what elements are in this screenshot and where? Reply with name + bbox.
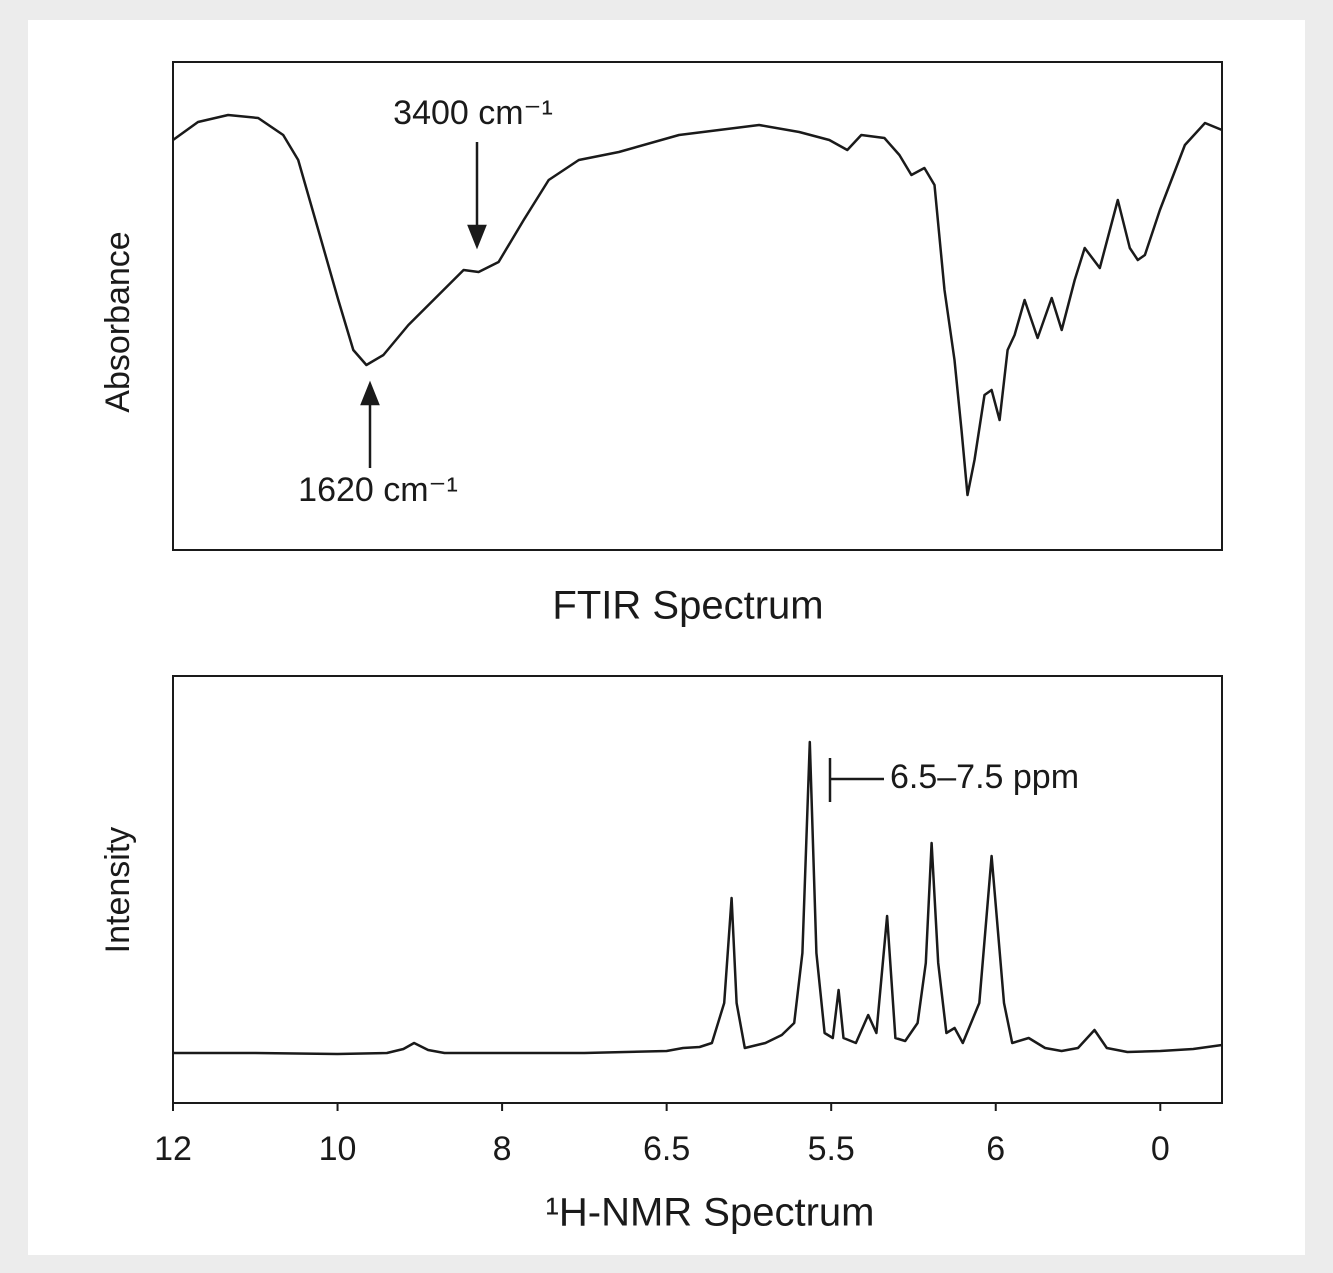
nmr-frame xyxy=(172,675,1223,1104)
annotation: 1620 cm⁻¹ xyxy=(298,471,458,509)
y-axis-label: Absorbance xyxy=(99,231,137,412)
annotation-arrows xyxy=(360,142,884,802)
y-axis-label: Intensity xyxy=(99,827,137,954)
panel-background xyxy=(28,20,1305,1255)
x-tick-label: 12 xyxy=(154,1130,192,1168)
arrow-head xyxy=(360,380,380,406)
spectrum-line xyxy=(172,113,1223,497)
chart-title: FTIR Spectrum xyxy=(552,584,823,628)
annotation: 6.5–7.5 ppm xyxy=(890,758,1079,796)
annotation: 3400 cm⁻¹ xyxy=(393,94,553,132)
x-tick-label: 10 xyxy=(319,1130,357,1168)
arrow-head xyxy=(467,224,487,250)
x-tick-label: 6 xyxy=(986,1130,1005,1168)
x-tick-label: 6.5 xyxy=(643,1130,690,1168)
spectrum-line xyxy=(173,740,1223,1056)
ftir-frame xyxy=(172,61,1223,551)
x-tick-label: 8 xyxy=(493,1130,512,1168)
chart-title: ¹H-NMR Spectrum xyxy=(546,1191,875,1235)
x-tick-label: 5.5 xyxy=(808,1130,855,1168)
x-tick-label: 0 xyxy=(1151,1130,1170,1168)
